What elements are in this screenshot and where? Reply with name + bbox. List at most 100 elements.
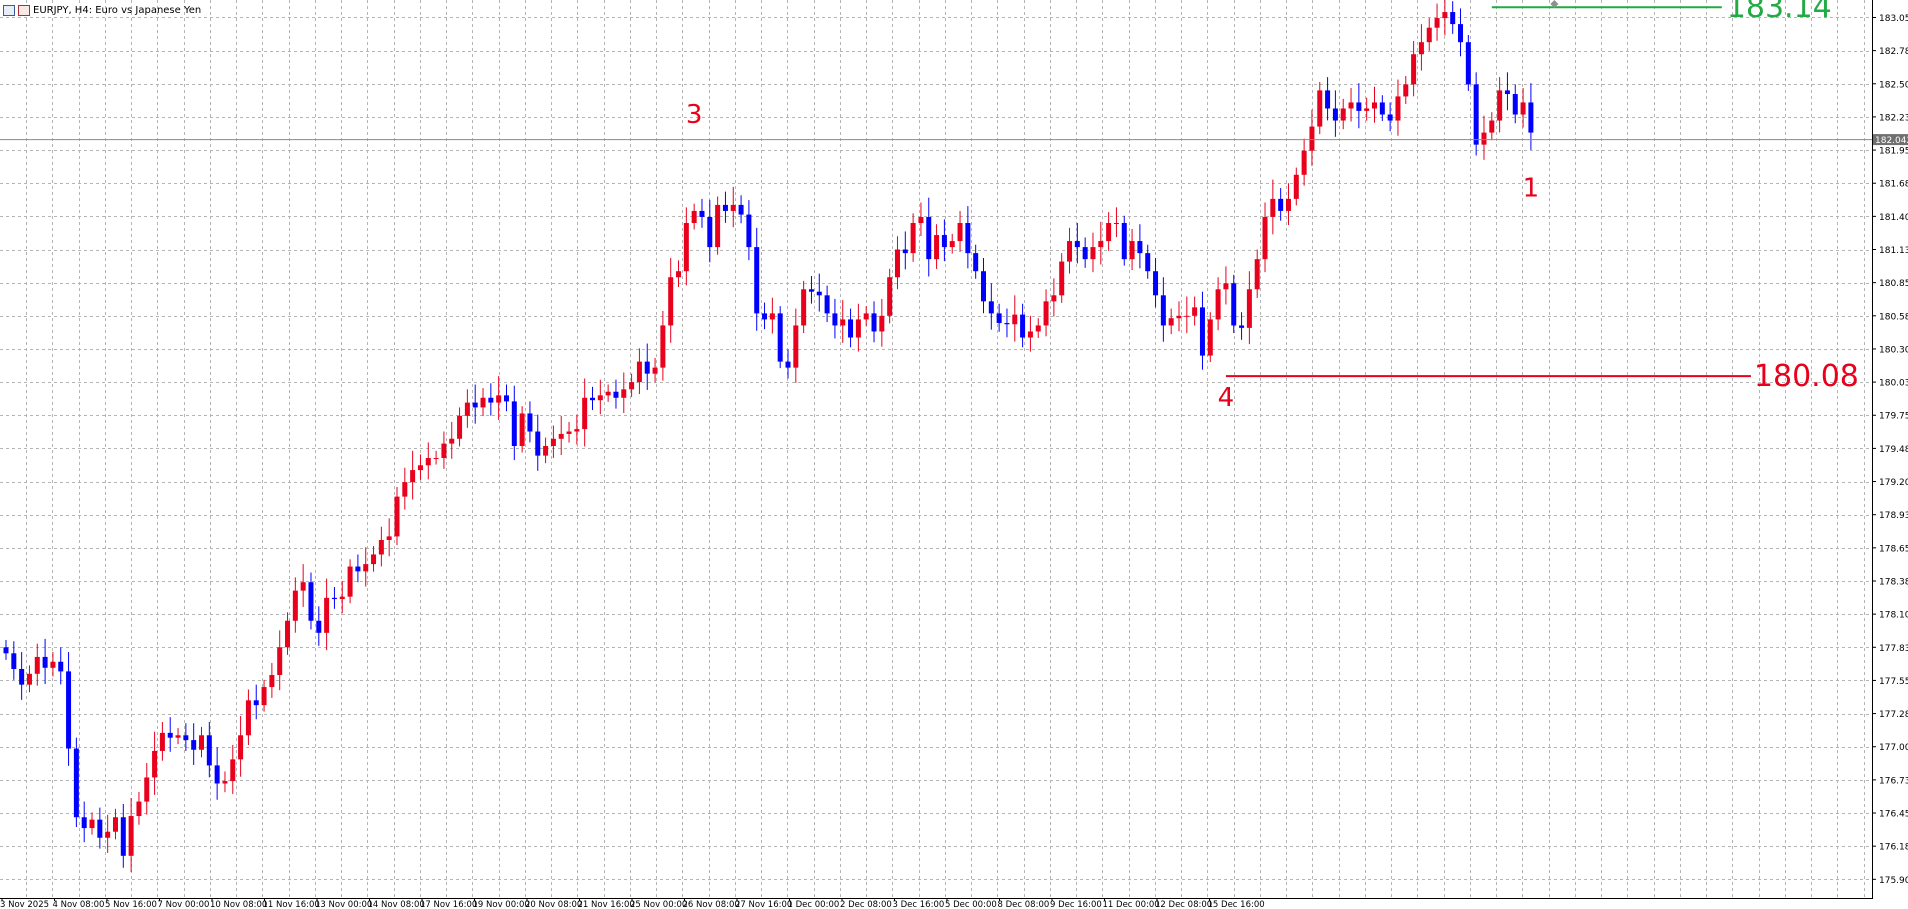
candle-bullish (410, 450, 416, 500)
candle-bullish (378, 526, 384, 567)
candle-bearish (1387, 102, 1393, 132)
candle-bullish (1012, 295, 1018, 342)
candle-bearish (1145, 244, 1151, 279)
x-tick-label: 9 Dec 16:00 (1050, 900, 1102, 909)
wave-label-5: 5 (1484, 0, 1501, 2)
candle-bearish (19, 652, 25, 700)
candle-bullish (793, 308, 799, 383)
candle-bullish (1043, 289, 1049, 337)
candle-bullish (1348, 87, 1354, 122)
candle-bearish (1121, 215, 1127, 266)
candle-bullish (1035, 318, 1041, 338)
candle-bearish (97, 807, 103, 849)
candle-bullish (371, 546, 377, 572)
candle-bullish (1285, 183, 1291, 226)
candle-bullish (855, 303, 861, 352)
candle-bullish (417, 454, 423, 480)
candle-bullish (582, 378, 588, 447)
wave-label-3: 3 (686, 100, 703, 130)
candle-bullish (199, 726, 204, 758)
candle-bearish (1231, 274, 1237, 334)
candle-bullish (1262, 202, 1268, 273)
candle-bullish (363, 547, 369, 587)
candle-bullish (441, 431, 447, 469)
candle-bullish (457, 407, 463, 447)
candle-bullish (144, 762, 150, 815)
candle-bullish (222, 771, 228, 793)
candle-bullish (918, 202, 924, 237)
candle-bullish (1223, 266, 1229, 305)
x-tick-label: 4 Nov 08:00 (53, 900, 105, 909)
candle-bearish (183, 723, 189, 751)
candle-bearish (308, 572, 314, 630)
candle-bearish (871, 301, 877, 343)
y-tick-label: 178.380 (1879, 577, 1908, 587)
trade-marker-icon[interactable] (1550, 0, 1559, 8)
candle-bearish (816, 273, 822, 312)
candle-bullish (691, 203, 697, 230)
candle-bullish (464, 389, 470, 428)
candle-bullish (574, 414, 580, 445)
candle-bearish (1465, 34, 1471, 91)
y-tick-label: 180.305 (1879, 345, 1908, 355)
candle-bearish (331, 587, 337, 609)
candle-bearish (762, 302, 768, 330)
candle-bearish (1450, 1, 1456, 34)
candle-bearish (511, 385, 517, 461)
candle-bullish (1192, 296, 1198, 326)
candle-bullish (1027, 315, 1033, 352)
x-tick-label: 1 Dec 00:00 (788, 900, 840, 909)
x-tick-label: 17 Nov 16:00 (420, 900, 477, 909)
x-tick-label: 13 Nov 00:00 (315, 900, 372, 909)
candle-bullish (1113, 207, 1119, 238)
candle-bearish (191, 723, 197, 765)
candle-bullish (324, 578, 330, 651)
y-tick-label: 179.480 (1879, 445, 1908, 455)
grid (0, 0, 1872, 898)
candle-bullish (1246, 271, 1252, 345)
candle-bullish (668, 257, 674, 343)
candle-bullish (425, 442, 431, 480)
candle-bearish (1278, 188, 1284, 221)
y-tick-label: 179.755 (1879, 412, 1908, 422)
candle-bearish (11, 641, 17, 680)
x-tick-label: 3 Nov 2025 (0, 900, 49, 909)
candle-bearish (1458, 8, 1464, 57)
x-tick-label: 20 Nov 08:00 (525, 900, 582, 909)
x-tick-label: 11 Dec 00:00 (1103, 900, 1160, 909)
candle-bullish (676, 260, 682, 287)
candle-bullish (136, 791, 142, 825)
y-tick-label: 176.455 (1879, 810, 1908, 820)
candle-bearish (355, 554, 361, 583)
candle-bearish (1512, 84, 1518, 124)
candle-bearish (1332, 90, 1338, 137)
candle-bearish (1356, 83, 1362, 129)
candle-bearish (902, 231, 908, 270)
candle-bearish (996, 303, 1002, 332)
candle-bullish (50, 652, 56, 677)
x-tick-label: 15 Dec 16:00 (1208, 900, 1265, 909)
candle-bullish (801, 280, 807, 334)
candle-bullish (1411, 40, 1417, 97)
table-icon[interactable] (3, 4, 15, 16)
y-axis-labels: 183.055 182.780 182.505 182.230 181.955 181.6… (1872, 14, 1908, 886)
candle-bullish (339, 580, 345, 614)
candle-bullish (1403, 75, 1409, 105)
candle-bullish (347, 559, 353, 604)
candle-bullish (1520, 87, 1526, 128)
candle-bullish (887, 268, 893, 324)
candle-bullish (652, 357, 658, 383)
candle-bullish (105, 814, 111, 853)
x-tick-label: 21 Nov 16:00 (578, 900, 635, 909)
y-tick-label: 180.855 (1879, 279, 1908, 289)
candle-bearish (3, 640, 9, 660)
candle-bearish (1153, 257, 1159, 308)
y-tick-label: 180.580 (1879, 312, 1908, 322)
y-tick-label: 181.955 (1879, 147, 1908, 157)
candle-bullish (1184, 296, 1190, 334)
y-tick-label: 177.555 (1879, 677, 1908, 687)
candle-bullish (1207, 312, 1213, 363)
candlestick-chart-icon[interactable] (18, 4, 30, 16)
candle-bullish (910, 213, 916, 262)
